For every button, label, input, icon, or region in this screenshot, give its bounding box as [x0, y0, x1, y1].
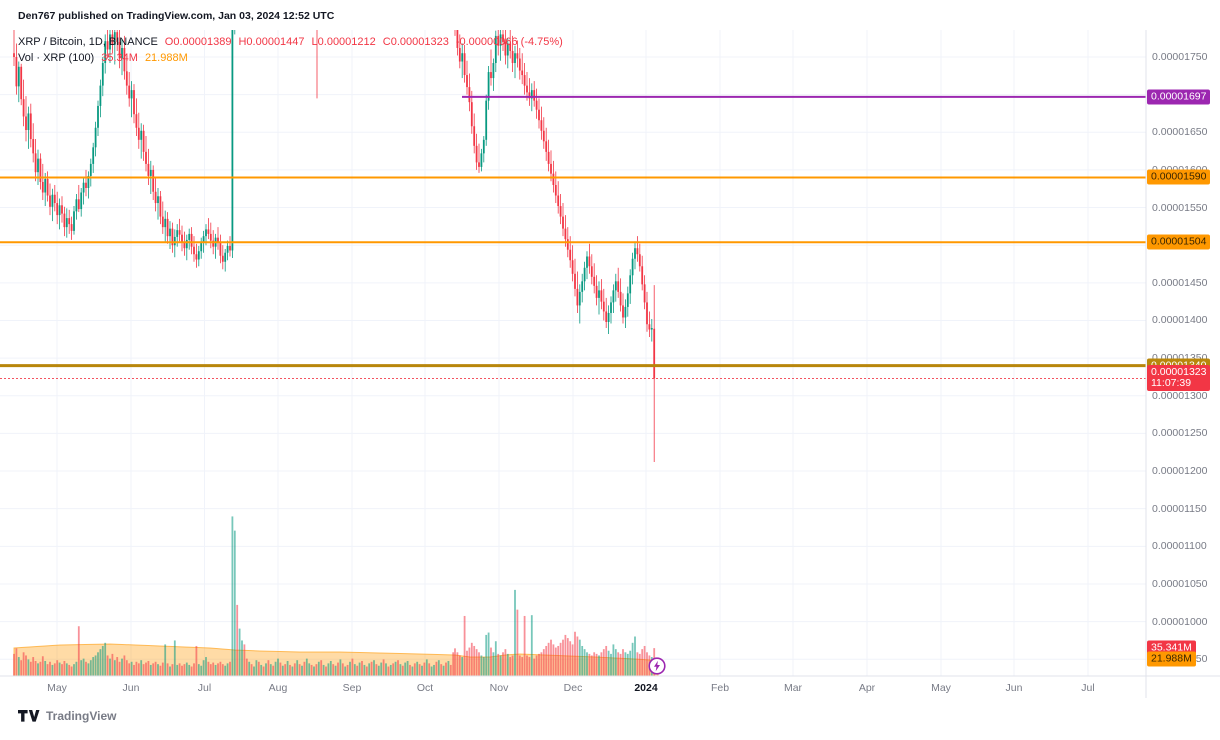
time-axis-month-label[interactable]: Feb — [710, 682, 730, 694]
last-price-badge: 0.00001323 11:07:39 — [1147, 365, 1211, 392]
price-tick-label: 0.00001250 — [1152, 427, 1208, 440]
price-line-badge: 0.00001590 — [1147, 169, 1211, 185]
tradingview-logo-text: TradingView — [46, 709, 117, 723]
tradingview-logo-icon — [18, 709, 40, 722]
ohlc-open: O0.00001389 — [164, 36, 232, 48]
price-axis[interactable]: 0.000017500.000017000.000016500.00001600… — [1146, 30, 1220, 676]
time-axis-month-label[interactable]: Jun — [122, 682, 140, 694]
time-axis[interactable]: May Jun Jul Aug Sep Oct Nov Dec 2024 Feb Mar Apr May… — [0, 679, 1220, 699]
volume-ma-value: 21.988M — [144, 52, 188, 64]
price-tick-label: 0.00001750 — [1152, 51, 1208, 63]
price-tick-label: 0.00001200 — [1152, 465, 1208, 478]
time-axis-month-label[interactable]: Oct — [416, 682, 434, 694]
volume-indicator-label: Vol · XRP (100) — [18, 52, 95, 64]
time-axis-month-label[interactable]: Dec — [563, 682, 583, 694]
lightning-marker-icon[interactable] — [648, 657, 666, 680]
price-tick-label: 0.00001000 — [1152, 615, 1208, 628]
time-axis-month-label[interactable]: Jul — [197, 682, 212, 694]
time-axis-year-label[interactable]: 2024 — [634, 682, 658, 694]
time-axis-month-label[interactable]: Jul — [1081, 682, 1095, 694]
bar-countdown: 11:07:39 — [1151, 377, 1192, 390]
price-tick-label: 0.00001300 — [1152, 389, 1208, 402]
legend-symbol-row: XRP / Bitcoin, 1D, BINANCE O0.00001389 H… — [18, 34, 563, 50]
time-axis-month-label[interactable]: May — [931, 682, 951, 694]
price-line-badge: 0.00001504 — [1147, 234, 1211, 250]
time-axis-month-label[interactable]: Mar — [783, 682, 803, 694]
price-tick-label: 0.00001400 — [1152, 314, 1208, 327]
time-axis-month-label[interactable]: Sep — [342, 682, 362, 694]
price-tick-label: 0.00001550 — [1152, 201, 1208, 214]
volume-value: 35.34M — [101, 52, 138, 64]
price-tick-label: 0.00001650 — [1152, 126, 1208, 139]
price-tick-label: 0.00001150 — [1152, 502, 1207, 515]
time-axis-month-label[interactable]: Nov — [489, 682, 509, 694]
ohlc-close: C0.00001323 — [382, 36, 449, 48]
ohlc-high: H0.00001447 — [238, 36, 305, 48]
time-axis-month-label[interactable]: Jun — [1005, 682, 1023, 694]
volume-bars — [13, 516, 656, 676]
ohlc-change: -0.00000066 (-4.75%) — [455, 36, 563, 48]
price-line-badge: 0.00001697 — [1147, 89, 1211, 105]
time-axis-month-label[interactable]: Aug — [268, 682, 288, 694]
tradingview-footer[interactable]: TradingView — [18, 709, 116, 723]
legend-volume-row: Vol · XRP (100) 35.34M 21.988M — [18, 50, 563, 66]
volume-axis-badge: 21.988M — [1147, 651, 1196, 667]
last-price-value: 0.00001323 — [1151, 366, 1207, 379]
candles — [13, 30, 656, 463]
time-axis-month-label[interactable]: Apr — [858, 682, 876, 694]
price-tick-label: 0.00001050 — [1152, 577, 1208, 590]
time-axis-month-label[interactable]: May — [47, 682, 67, 694]
chart-legend[interactable]: XRP / Bitcoin, 1D, BINANCE O0.00001389 H… — [18, 34, 563, 66]
price-tick-label: 0.00001450 — [1152, 276, 1208, 289]
price-tick-label: 0.00001100 — [1152, 540, 1207, 553]
symbol-title: XRP / Bitcoin, 1D, BINANCE — [18, 36, 158, 48]
attribution-text: Den767 published on TradingView.com, Jan… — [18, 10, 335, 22]
ohlc-low: L0.00001212 — [311, 36, 376, 48]
